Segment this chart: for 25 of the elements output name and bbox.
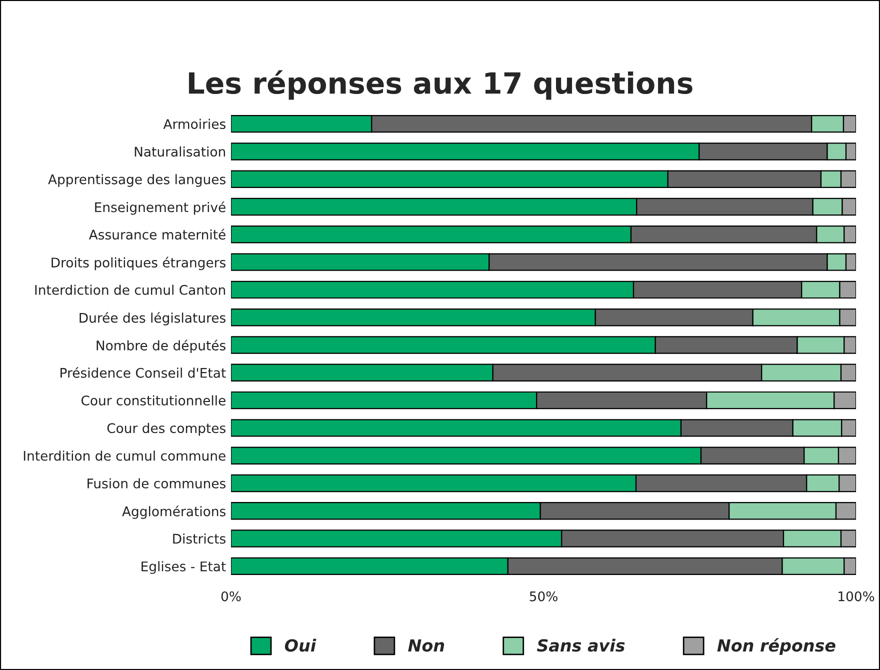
- legend-label: Non réponse: [717, 638, 836, 655]
- legend-label: Sans avis: [536, 638, 625, 652]
- y-tick-label: Présidence Conseil d'Etat: [60, 367, 226, 378]
- y-tick-label: Interdition de cumul commune: [24, 450, 226, 461]
- y-tick-label: Agglomérations: [122, 506, 226, 519]
- y-tick-label: Eglises - Etat: [142, 561, 226, 574]
- x-tick-label: 100%: [838, 591, 874, 602]
- y-tick-label: Droits politiques étrangers: [52, 256, 226, 270]
- y-tick-label: Nombre de députés: [96, 340, 226, 354]
- x-tick-label: 0%: [221, 591, 241, 602]
- y-tick-label: Assurance maternité: [88, 228, 226, 240]
- y-tick-label: Apprentissage des langues: [48, 174, 226, 187]
- chart-title: Les réponses aux 17 questions: [188, 70, 692, 100]
- y-tick-label: Naturalisation: [134, 146, 226, 157]
- y-tick-label: Districts: [173, 534, 226, 544]
- y-tick-label: Armoiries: [163, 118, 226, 130]
- legend-label: Oui: [284, 638, 316, 652]
- y-tick-label: Interdiction de cumul Canton: [35, 284, 226, 295]
- x-tick-label: 50%: [530, 591, 558, 602]
- y-tick-label: Durée des législatures: [80, 312, 226, 326]
- y-tick-label: Cour constitutionnelle: [81, 395, 226, 406]
- y-tick-label: Cour des comptes: [107, 422, 226, 436]
- y-tick-label: Enseignement privé: [95, 201, 226, 215]
- legend-label: Non: [408, 639, 444, 652]
- y-tick-label: Fusion de communes: [88, 478, 226, 488]
